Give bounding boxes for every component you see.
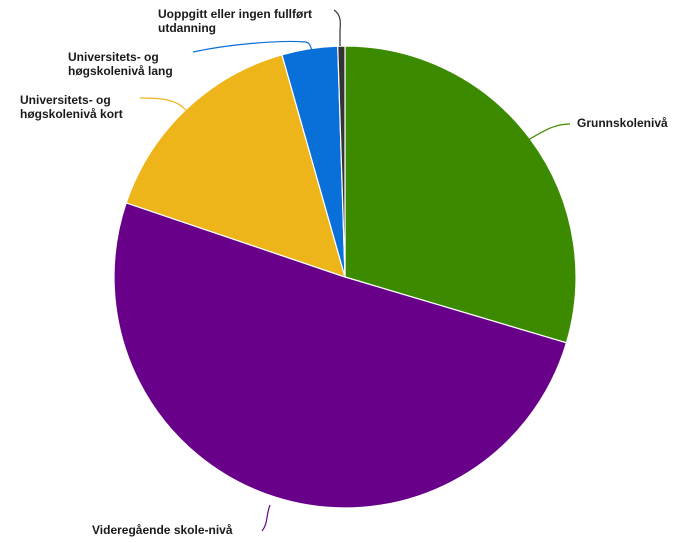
leader-line-4 [192,40,313,53]
leader-line-1 [527,123,571,141]
slice-label-line: Grunnskolenivå [577,116,668,130]
slice-label-3: Universitets- og høgskolenivå kort [20,93,123,121]
leader-line-5 [333,9,341,46]
slice-labels: Grunnskolenivå Videregående skole-nivå Uni… [20,7,668,537]
slice-label-line: utdanning [158,21,216,35]
slice-label-line: Videregående skole-nivå [92,523,233,537]
label-leader-lines [139,9,571,532]
pie-slices [113,45,577,509]
leader-line-2 [261,504,271,532]
slice-label-line: Universitets- og [68,50,159,64]
slice-label-2: Videregående skole-nivå [92,523,233,537]
slice-label-line: Uoppgitt eller ingen fullført [158,7,312,21]
pie-slice-2[interactable] [113,202,568,509]
slice-label-line: høgskolenivå lang [68,64,173,78]
slice-label-line: høgskolenivå kort [20,107,123,121]
pie-slice-5[interactable] [337,45,346,278]
slice-label-1: Grunnskolenivå [577,116,668,130]
slice-label-line: Universitets- og [20,93,111,107]
slice-label-4: Universitets- og høgskolenivå lang [68,50,173,78]
leader-line-3 [139,97,187,111]
slice-label-5: Uoppgitt eller ingen fullført utdanning [158,7,312,35]
